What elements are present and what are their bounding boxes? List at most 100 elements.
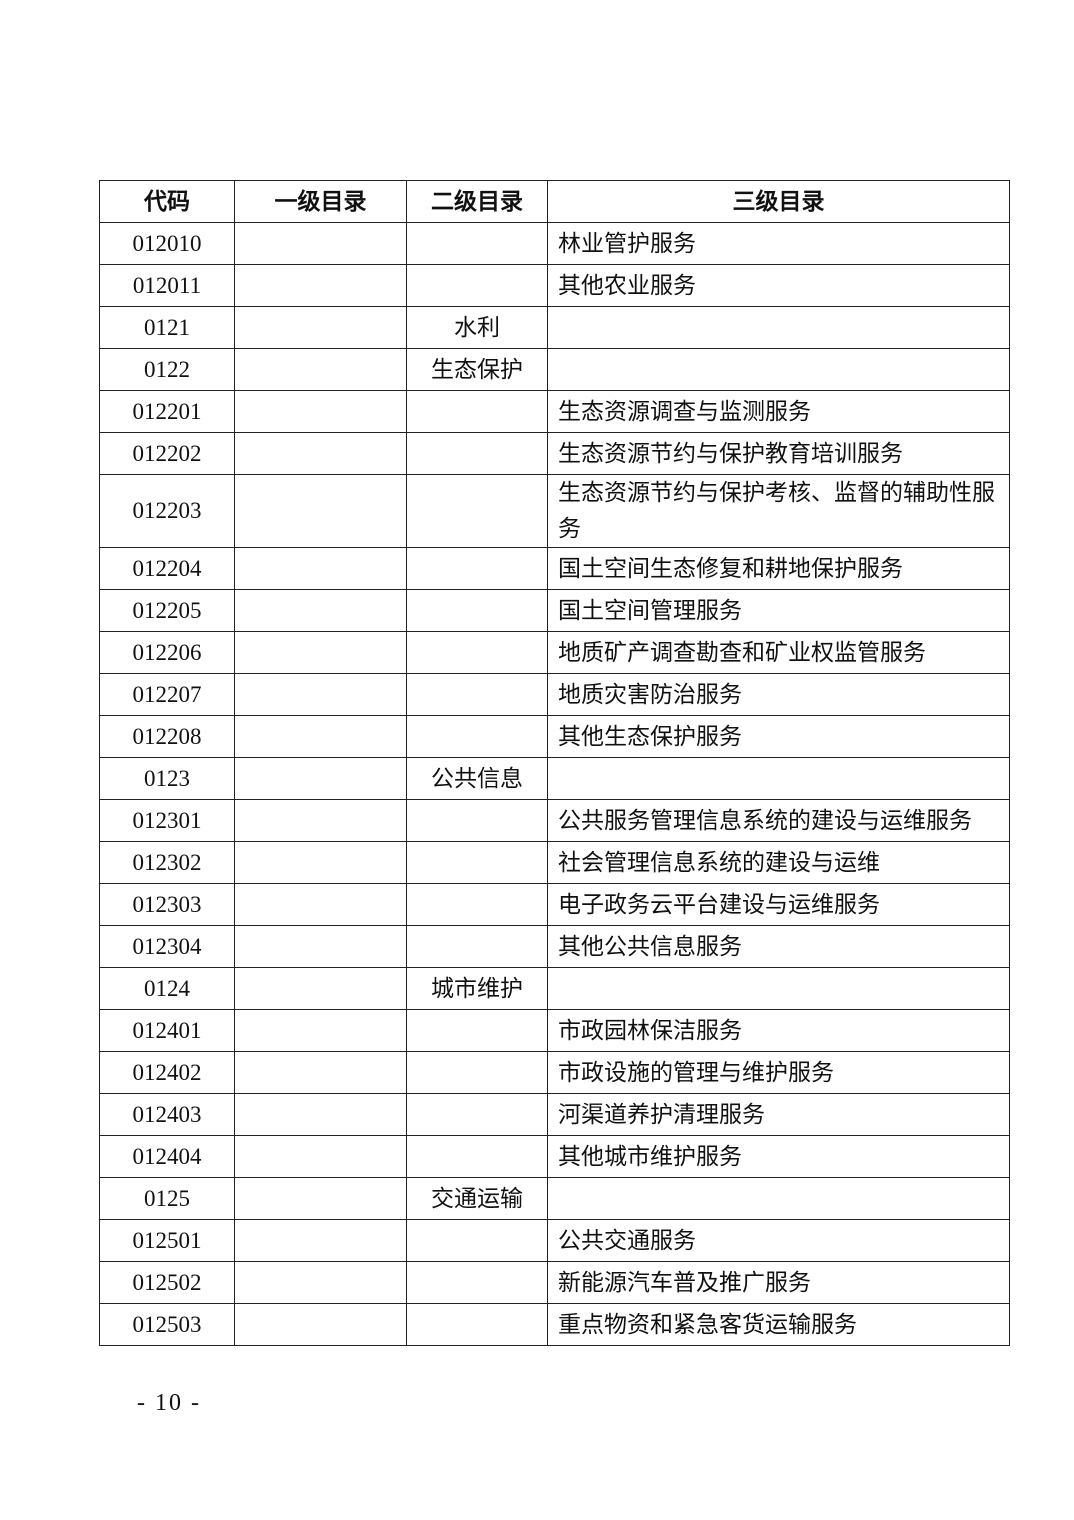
cell-level2	[406, 1261, 548, 1304]
cell-level3: 生态资源节约与保护教育培训服务	[547, 432, 1010, 475]
table-row: 0124 城市维护	[99, 967, 1010, 1010]
cell-level3: 重点物资和紧急客货运输服务	[547, 1303, 1010, 1346]
cell-code: 012206	[99, 631, 235, 674]
cell-level3: 其他生态保护服务	[547, 715, 1010, 758]
cell-code: 012304	[99, 925, 235, 968]
table-row: 0122 生态保护	[99, 348, 1010, 391]
cell-code: 0124	[99, 967, 235, 1010]
cell-level2: 生态保护	[406, 348, 548, 391]
cell-level2: 城市维护	[406, 967, 548, 1010]
cell-level1	[234, 432, 407, 475]
cell-level2	[406, 589, 548, 632]
cell-code: 012204	[99, 547, 235, 590]
cell-level3: 其他城市维护服务	[547, 1135, 1010, 1178]
cell-level3	[547, 757, 1010, 800]
cell-level3: 市政设施的管理与维护服务	[547, 1051, 1010, 1094]
cell-level3: 社会管理信息系统的建设与运维	[547, 841, 1010, 884]
cell-level1	[234, 967, 407, 1010]
cell-level1	[234, 799, 407, 842]
table-row: 012501 公共交通服务	[99, 1219, 1010, 1262]
table-row: 012207 地质灾害防治服务	[99, 673, 1010, 716]
table-row: 012503 重点物资和紧急客货运输服务	[99, 1303, 1010, 1346]
table-row: 012011 其他农业服务	[99, 264, 1010, 307]
table-row: 0123 公共信息	[99, 757, 1010, 800]
cell-code: 012501	[99, 1219, 235, 1262]
cell-level3: 新能源汽车普及推广服务	[547, 1261, 1010, 1304]
table-row: 012208 其他生态保护服务	[99, 715, 1010, 758]
cell-code: 012403	[99, 1093, 235, 1136]
cell-level2	[406, 925, 548, 968]
cell-level2	[406, 547, 548, 590]
cell-level3: 电子政务云平台建设与运维服务	[547, 883, 1010, 926]
cell-level1	[234, 1177, 407, 1220]
table-row: 012502 新能源汽车普及推广服务	[99, 1261, 1010, 1304]
cell-code: 012208	[99, 715, 235, 758]
cell-level1	[234, 673, 407, 716]
cell-level1	[234, 1219, 407, 1262]
cell-level2	[406, 715, 548, 758]
cell-level1	[234, 390, 407, 433]
table-row: 012404 其他城市维护服务	[99, 1135, 1010, 1178]
cell-level1	[234, 883, 407, 926]
cell-level3: 公共服务管理信息系统的建设与运维服务	[547, 799, 1010, 842]
table-row: 012401 市政园林保洁服务	[99, 1009, 1010, 1052]
cell-level1	[234, 222, 407, 265]
cell-level2	[406, 1093, 548, 1136]
cell-code: 012207	[99, 673, 235, 716]
cell-code: 0122	[99, 348, 235, 391]
cell-level2	[406, 264, 548, 307]
header-code: 代码	[99, 180, 235, 223]
cell-level3	[547, 967, 1010, 1010]
cell-code: 012010	[99, 222, 235, 265]
header-level2: 二级目录	[406, 180, 548, 223]
cell-code: 012402	[99, 1051, 235, 1094]
cell-code: 012503	[99, 1303, 235, 1346]
cell-level3: 生态资源调查与监测服务	[547, 390, 1010, 433]
table-row: 012202 生态资源节约与保护教育培训服务	[99, 432, 1010, 475]
table-body: 012010 林业管护服务 012011 其他农业服务 0121 水利 0122 生态保护 01…	[99, 222, 1010, 1346]
cell-level1	[234, 1051, 407, 1094]
cell-level1	[234, 757, 407, 800]
cell-level2	[406, 474, 548, 548]
cell-level3: 河渠道养护清理服务	[547, 1093, 1010, 1136]
cell-level1	[234, 1093, 407, 1136]
table-row: 0121 水利	[99, 306, 1010, 349]
cell-level1	[234, 715, 407, 758]
cell-code: 012205	[99, 589, 235, 632]
table-row: 012206 地质矿产调查勘查和矿业权监管服务	[99, 631, 1010, 674]
cell-level3: 其他农业服务	[547, 264, 1010, 307]
cell-code: 012201	[99, 390, 235, 433]
cell-code: 0123	[99, 757, 235, 800]
catalog-table: 代码 一级目录 二级目录 三级目录 012010 林业管护服务 012011 其他农业…	[99, 180, 1010, 1346]
cell-level2	[406, 1009, 548, 1052]
cell-code: 012303	[99, 883, 235, 926]
cell-level3: 市政园林保洁服务	[547, 1009, 1010, 1052]
cell-level1	[234, 348, 407, 391]
cell-level1	[234, 631, 407, 674]
table-header-row: 代码 一级目录 二级目录 三级目录	[99, 180, 1010, 223]
cell-level2	[406, 1135, 548, 1178]
cell-level1	[234, 264, 407, 307]
cell-level3: 地质矿产调查勘查和矿业权监管服务	[547, 631, 1010, 674]
cell-level1	[234, 841, 407, 884]
cell-code: 012202	[99, 432, 235, 475]
cell-code: 012301	[99, 799, 235, 842]
cell-level2	[406, 799, 548, 842]
cell-code: 0121	[99, 306, 235, 349]
cell-level1	[234, 1261, 407, 1304]
table-row: 012302 社会管理信息系统的建设与运维	[99, 841, 1010, 884]
table-row: 012201 生态资源调查与监测服务	[99, 390, 1010, 433]
table-row: 0125 交通运输	[99, 1177, 1010, 1220]
cell-level2	[406, 222, 548, 265]
table-row: 012301 公共服务管理信息系统的建设与运维服务	[99, 799, 1010, 842]
cell-level3: 国土空间管理服务	[547, 589, 1010, 632]
cell-level1	[234, 925, 407, 968]
cell-level2: 水利	[406, 306, 548, 349]
cell-code: 012401	[99, 1009, 235, 1052]
cell-level2	[406, 883, 548, 926]
table-row: 012402 市政设施的管理与维护服务	[99, 1051, 1010, 1094]
cell-level2	[406, 673, 548, 716]
cell-code: 012203	[99, 474, 235, 548]
cell-level2: 公共信息	[406, 757, 548, 800]
cell-level3: 林业管护服务	[547, 222, 1010, 265]
